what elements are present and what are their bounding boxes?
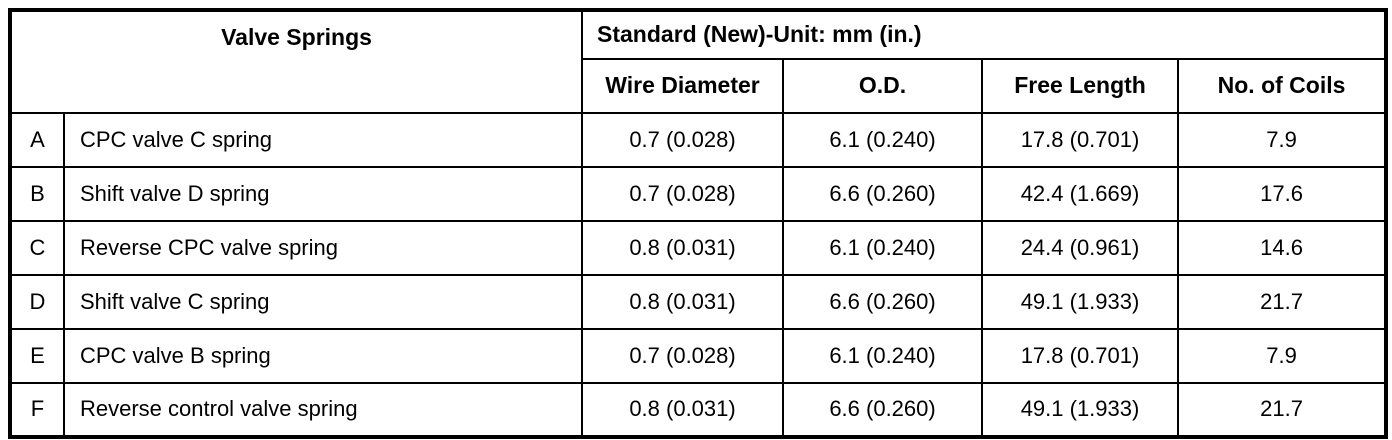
spec-units-header: Standard (New)-Unit: mm (in.) [581, 9, 1388, 60]
column-header-no-of-coils: No. of Coils [1177, 58, 1388, 114]
row-name: CPC valve B spring [62, 328, 584, 384]
row-name: CPC valve C spring [62, 112, 584, 168]
row-letter: E [9, 328, 65, 384]
row-letter: D [9, 274, 65, 330]
valve-springs-spec-table: Valve Springs Standard (New)-Unit: mm (i… [8, 8, 1389, 439]
cell-no-of-coils: 21.7 [1177, 382, 1388, 438]
table-row: F Reverse control valve spring 0.8 (0.031)… [9, 382, 1388, 438]
cell-od: 6.6 (0.260) [782, 274, 984, 330]
cell-free-length: 49.1 (1.933) [981, 382, 1180, 438]
table-row: B Shift valve D spring 0.7 (0.028) 6.6 (0.2… [9, 166, 1388, 222]
cell-no-of-coils: 14.6 [1177, 220, 1388, 276]
cell-wire-diameter: 0.7 (0.028) [581, 112, 785, 168]
cell-wire-diameter: 0.8 (0.031) [581, 220, 785, 276]
row-name: Reverse control valve spring [62, 382, 584, 438]
row-name: Shift valve C spring [62, 274, 584, 330]
row-name: Shift valve D spring [62, 166, 584, 222]
cell-no-of-coils: 7.9 [1177, 112, 1388, 168]
cell-no-of-coils: 17.6 [1177, 166, 1388, 222]
table-row: E CPC valve B spring 0.7 (0.028) 6.1 (0.240… [9, 328, 1388, 384]
cell-od: 6.1 (0.240) [782, 220, 984, 276]
row-letter: B [9, 166, 65, 222]
cell-od: 6.1 (0.240) [782, 328, 984, 384]
cell-no-of-coils: 21.7 [1177, 274, 1388, 330]
header-row-columns: Wire Diameter O.D. Free Length No. of Co… [10, 58, 1388, 114]
cell-wire-diameter: 0.7 (0.028) [581, 166, 785, 222]
cell-free-length: 17.8 (0.701) [981, 328, 1180, 384]
table-row: D Shift valve C spring 0.8 (0.031) 6.6 (0.2… [9, 274, 1388, 330]
cell-free-length: 17.8 (0.701) [981, 112, 1180, 168]
table-title: Valve Springs [8, 9, 584, 114]
cell-free-length: 24.4 (0.961) [981, 220, 1180, 276]
header-row-top: Valve Springs Standard (New)-Unit: mm (i… [8, 9, 1388, 114]
cell-wire-diameter: 0.8 (0.031) [581, 382, 785, 438]
table-body: A CPC valve C spring 0.7 (0.028) 6.1 (0.240… [9, 112, 1388, 438]
cell-wire-diameter: 0.8 (0.031) [581, 274, 785, 330]
cell-free-length: 49.1 (1.933) [981, 274, 1180, 330]
cell-od: 6.1 (0.240) [782, 112, 984, 168]
table-row: A CPC valve C spring 0.7 (0.028) 6.1 (0.240… [9, 112, 1388, 168]
table-row: C Reverse CPC valve spring 0.8 (0.031) 6.1 … [9, 220, 1388, 276]
column-header-wire-diameter: Wire Diameter [581, 58, 785, 114]
cell-od: 6.6 (0.260) [782, 166, 984, 222]
row-name: Reverse CPC valve spring [62, 220, 584, 276]
cell-od: 6.6 (0.260) [782, 382, 984, 438]
row-letter: C [9, 220, 65, 276]
column-header-od: O.D. [782, 58, 984, 114]
cell-free-length: 42.4 (1.669) [981, 166, 1180, 222]
cell-wire-diameter: 0.7 (0.028) [581, 328, 785, 384]
row-letter: F [9, 382, 65, 438]
row-letter: A [9, 112, 65, 168]
column-header-free-length: Free Length [981, 58, 1180, 114]
cell-no-of-coils: 7.9 [1177, 328, 1388, 384]
